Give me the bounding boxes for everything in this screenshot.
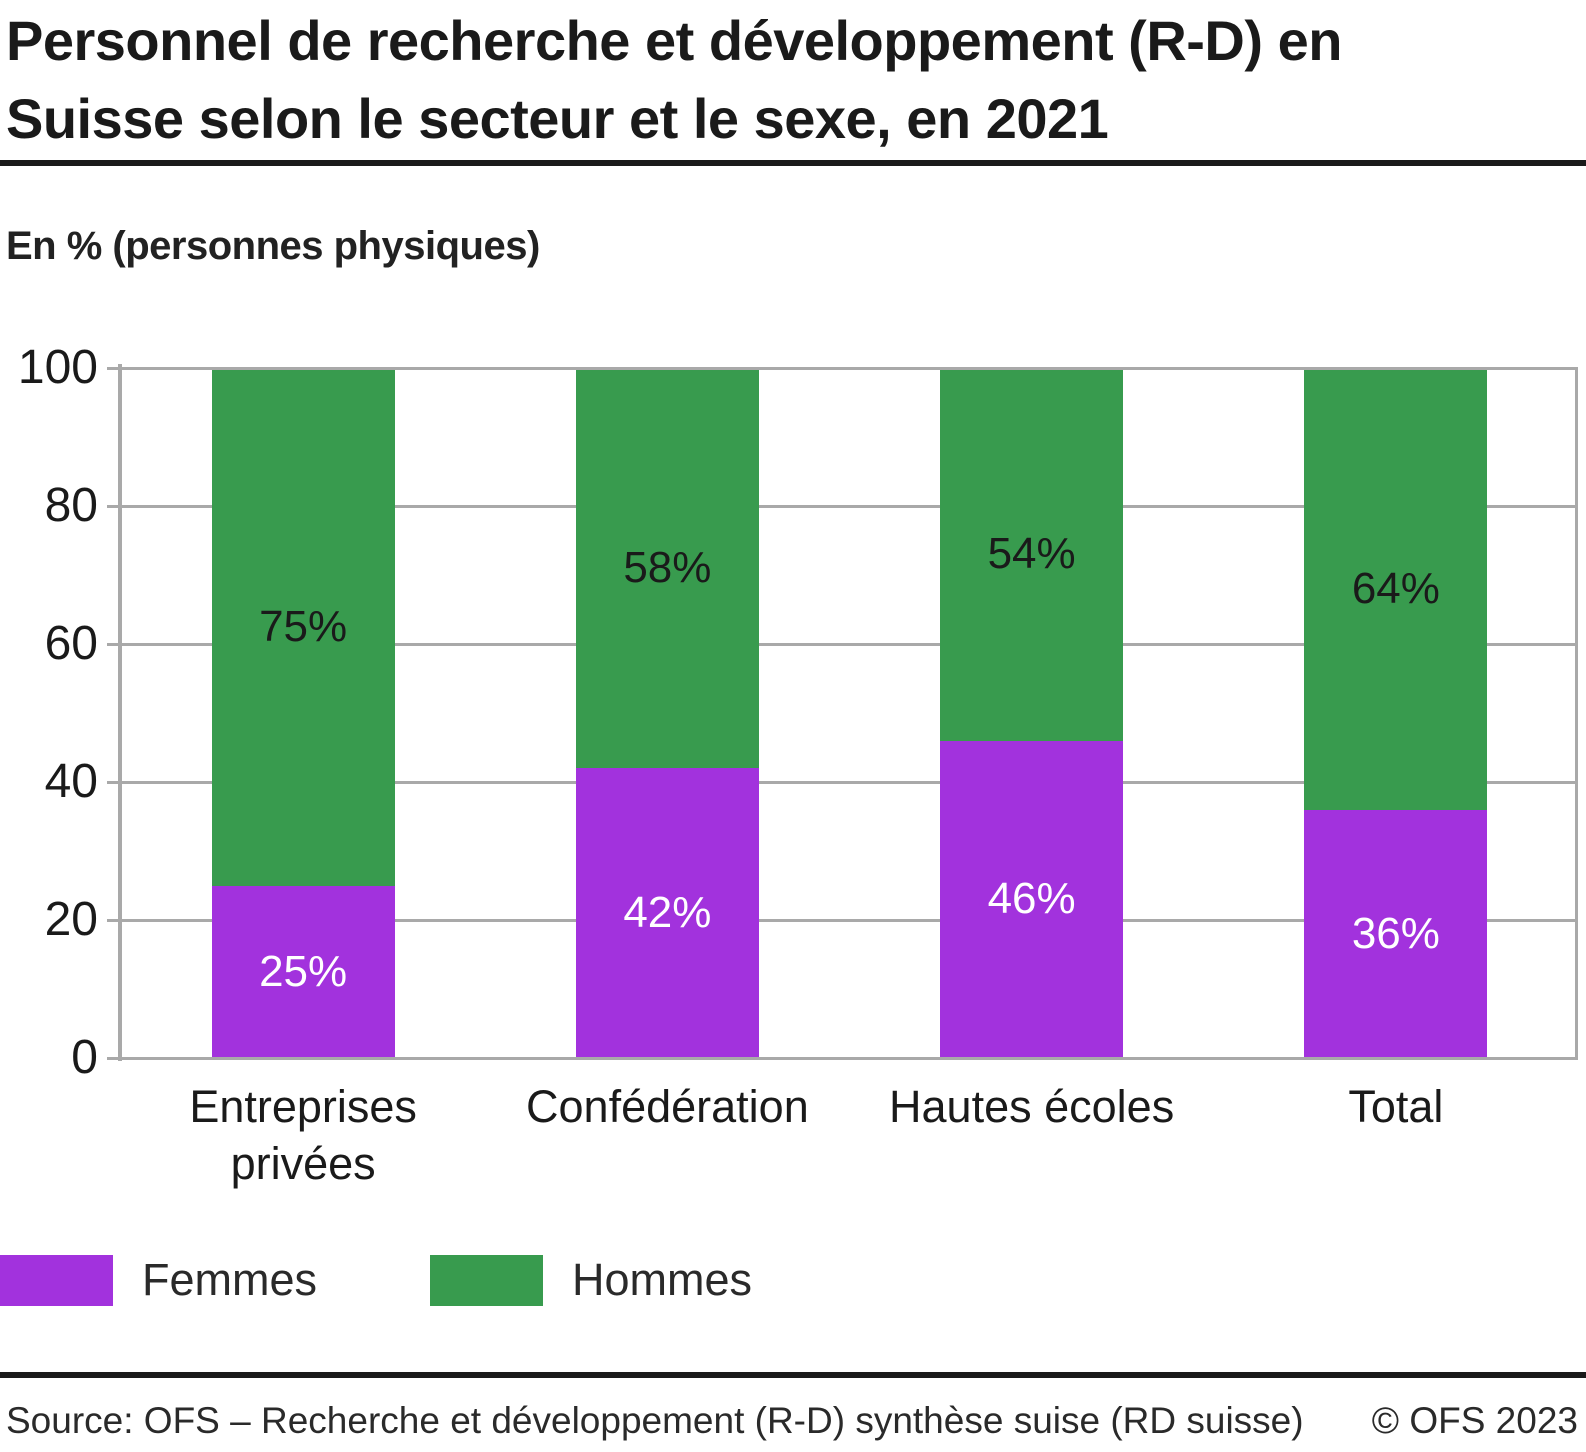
legend-label-femmes: Femmes	[142, 1254, 318, 1305]
legend-swatch-hommes	[430, 1255, 543, 1306]
source-text: Source: OFS – Recherche et développement…	[6, 1400, 1304, 1441]
bar-value-label-hommes-3: 54%	[987, 529, 1076, 579]
bar-segment-hommes-1	[211, 368, 395, 886]
legend-label-hommes: Hommes	[572, 1254, 753, 1305]
y-axis-line	[118, 364, 122, 1061]
category-label-1: Entreprises privées	[189, 1081, 417, 1189]
y-axis-tick-60	[107, 642, 121, 646]
bar-value-label-hommes-1: 75%	[259, 601, 348, 651]
y-tick-label-0: 0	[71, 1031, 98, 1084]
footer: Source: OFS – Recherche et développement…	[6, 1398, 1578, 1444]
page-title-line1: Personnel de recherche et développement …	[6, 9, 1342, 72]
category-label-2: Confédération	[526, 1081, 809, 1132]
copyright-text: © OFS 2023	[1371, 1400, 1578, 1441]
bar-segment-femmes-1	[211, 885, 395, 1058]
bar-segment-hommes-3	[940, 368, 1124, 741]
y-tick-label-20: 20	[44, 893, 98, 946]
category-label-4: Total	[1348, 1081, 1444, 1132]
stacked-bar-plot-area: 25% 75% 42% 58% 46% 54% 36% 64%	[121, 366, 1578, 1060]
plot-right-border	[1575, 368, 1578, 1059]
category-label-3: Hautes écoles	[889, 1081, 1175, 1132]
chart-legend: Femmes Hommes	[0, 1253, 1586, 1307]
title-divider	[0, 160, 1586, 166]
legend-item-femmes: Femmes	[0, 1253, 340, 1307]
y-tick-label-80: 80	[44, 479, 98, 532]
grid-line-60	[121, 642, 1578, 646]
bar-value-label-femmes-3: 46%	[987, 874, 1076, 924]
grid-line-100	[121, 366, 1578, 370]
bar-segment-femmes-4	[1304, 809, 1488, 1058]
bar-segment-hommes-4	[1304, 368, 1488, 810]
y-tick-label-100: 100	[17, 341, 98, 394]
legend-swatch-femmes	[0, 1255, 113, 1306]
bar-value-label-hommes-4: 64%	[1351, 563, 1440, 613]
y-tick-label-40: 40	[44, 755, 98, 808]
page-title: Personnel de recherche et développement …	[6, 2, 1566, 158]
y-tick-label-60: 60	[44, 617, 98, 670]
footer-divider	[0, 1372, 1586, 1378]
legend-item-hommes: Hommes	[430, 1253, 770, 1307]
bar-segment-femmes-2	[575, 768, 759, 1058]
grid-line-20	[121, 918, 1578, 922]
page-title-line2: Suisse selon le secteur et le sexe, en 2…	[6, 87, 1109, 150]
bar-value-label-hommes-2: 58%	[623, 543, 712, 593]
bar-segment-hommes-2	[575, 368, 759, 769]
bar-value-label-femmes-4: 36%	[1351, 908, 1440, 958]
grid-line-80	[121, 504, 1578, 508]
bar-segment-femmes-3	[940, 740, 1124, 1058]
y-axis-tick-0	[107, 1056, 121, 1060]
grid-line-40	[121, 780, 1578, 784]
bar-value-label-femmes-1: 25%	[259, 946, 348, 996]
bar-value-label-femmes-2: 42%	[623, 888, 712, 938]
chart-subtitle: En % (personnes physiques)	[6, 224, 540, 268]
y-axis-tick-40	[107, 780, 121, 784]
grid-line-0	[121, 1056, 1578, 1060]
y-axis-tick-100	[107, 366, 121, 370]
y-axis-tick-80	[107, 504, 121, 508]
y-axis-tick-20	[107, 918, 121, 922]
